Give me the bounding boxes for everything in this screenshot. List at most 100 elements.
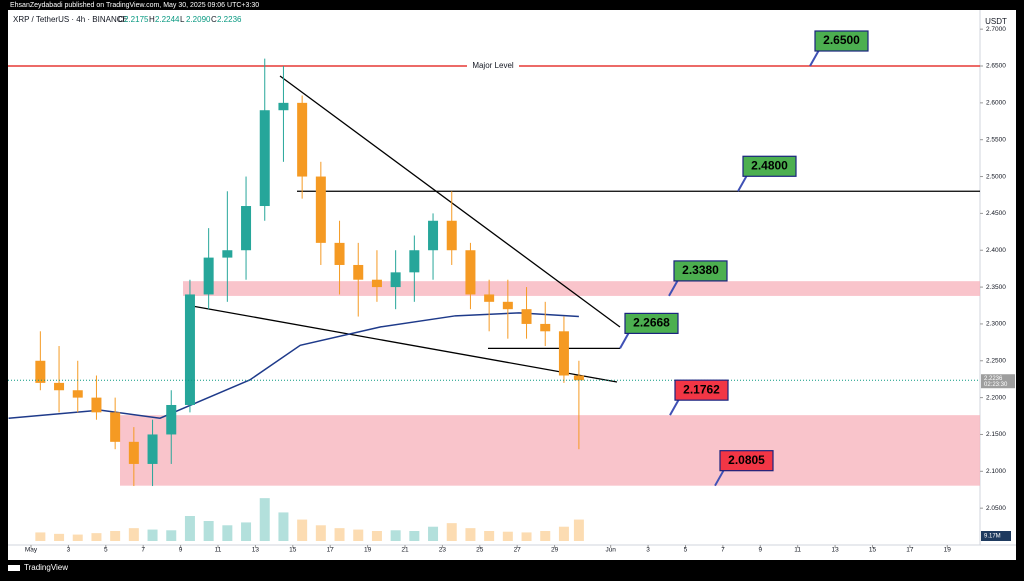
volume-bar (573, 519, 584, 541)
last-price-box (981, 374, 1015, 389)
volume-bar (353, 529, 364, 541)
y-tick-label: 2.7000 (986, 26, 1006, 33)
trend-line (279, 75, 621, 328)
candle-body (35, 360, 46, 383)
volume-bar (334, 528, 345, 541)
y-tick-label: 2.1500 (986, 431, 1006, 438)
candle-body (334, 242, 345, 265)
candle-body (259, 110, 270, 207)
volume-bar (315, 525, 326, 541)
candle-body (465, 250, 476, 295)
callout-pointer (737, 174, 748, 192)
candle-body (371, 279, 382, 288)
x-tick-label: 15 (289, 547, 297, 554)
ohlc-value: 2.2244 (155, 15, 180, 24)
y-tick-label: 2.6500 (986, 63, 1006, 70)
candle-body (573, 375, 584, 381)
ohlc-key: O (118, 15, 124, 24)
x-tick-label: 7 (721, 547, 725, 554)
currency: USDT (985, 17, 1007, 26)
candle-body (166, 404, 177, 435)
x-tick-label: 13 (252, 547, 260, 554)
y-tick-label: 2.4000 (986, 247, 1006, 254)
volume-bar (110, 531, 121, 541)
volume-bar (540, 531, 551, 541)
callout-label: 2.0805 (728, 453, 765, 467)
y-tick-label: 2.0500 (986, 505, 1006, 512)
callout-box (674, 379, 729, 401)
x-tick-label: 3 (67, 547, 71, 554)
y-tick-label: 2.5000 (986, 173, 1006, 180)
y-tick-label: 2.3000 (986, 321, 1006, 328)
candle-body (540, 323, 551, 332)
candle-body (409, 250, 420, 273)
supply-zone (183, 281, 980, 296)
x-tick-label: 23 (439, 547, 447, 554)
major-level-label: Major Level (472, 61, 514, 70)
y-tick-label: 2.2000 (986, 394, 1006, 401)
callout-pointer (714, 469, 725, 487)
volume-bar (428, 526, 439, 541)
demand-zone (120, 415, 980, 486)
volume-bar (278, 512, 289, 541)
x-tick-label: 9 (179, 547, 183, 554)
volume-bar (371, 531, 382, 541)
callout-box (719, 450, 774, 472)
ohlc-value: 2.2175 (124, 15, 149, 24)
callout-pointer (619, 331, 630, 349)
x-tick-label: 5 (104, 547, 108, 554)
candle-body (222, 250, 233, 258)
x-tick-label: 9 (758, 547, 762, 554)
callout-box (742, 155, 797, 177)
volume-bar (484, 531, 495, 541)
last-price-label: 2.2236 (984, 376, 1003, 382)
volume-bar (446, 523, 457, 541)
callout-box (673, 260, 728, 282)
x-tick-label: 19 (364, 547, 372, 554)
volume-label-box (981, 531, 1011, 541)
x-tick-label: 21 (401, 547, 409, 554)
candle-body (297, 102, 308, 177)
callout-label: 2.3380 (682, 263, 719, 277)
volume-bar (147, 529, 158, 541)
volume-bar (91, 533, 102, 541)
x-tick-label: 3 (646, 547, 650, 554)
candle-body (91, 397, 102, 413)
candle-body (390, 272, 401, 288)
callout-pointer (809, 49, 820, 67)
major-level-bg (467, 61, 519, 72)
volume-bar (241, 522, 252, 541)
ohlc-key: C (211, 15, 217, 24)
y-tick-label: 2.1000 (986, 468, 1006, 475)
publisher: EhsanZeydabadi published on TradingView.… (10, 2, 259, 9)
callout-box (624, 312, 679, 334)
candle-body (147, 434, 158, 464)
ohlc-key: H (149, 15, 155, 24)
candle-body (484, 294, 495, 302)
callout-label: 2.6500 (823, 33, 860, 47)
callout-label: 2.4800 (751, 158, 788, 172)
ohlc-value: 2.2090 (186, 15, 211, 24)
candle-body (315, 176, 326, 243)
ohlc-value: 2.2236 (217, 15, 242, 24)
candle-body (110, 412, 121, 442)
x-tick-label: 29 (551, 547, 559, 554)
volume-bar (184, 516, 195, 541)
brand-logo (8, 565, 20, 571)
candle-body (558, 331, 569, 376)
chart-title: XRP / TetherUS · 4h · BINANCE (13, 15, 128, 24)
callout-pointer (668, 279, 679, 297)
trend-line (191, 305, 618, 383)
x-tick-label: 17 (906, 547, 914, 554)
x-tick-label: May (25, 547, 38, 554)
countdown: 02:23:30 (984, 382, 1008, 388)
callout-label: 2.1762 (683, 382, 720, 396)
callout-box (814, 30, 869, 52)
volume-bar (502, 531, 513, 541)
volume-bar (390, 530, 401, 541)
volume-bar (465, 528, 476, 541)
x-tick-label: 25 (476, 547, 484, 554)
y-tick-label: 2.3500 (986, 284, 1006, 291)
volume-bar (203, 521, 214, 541)
